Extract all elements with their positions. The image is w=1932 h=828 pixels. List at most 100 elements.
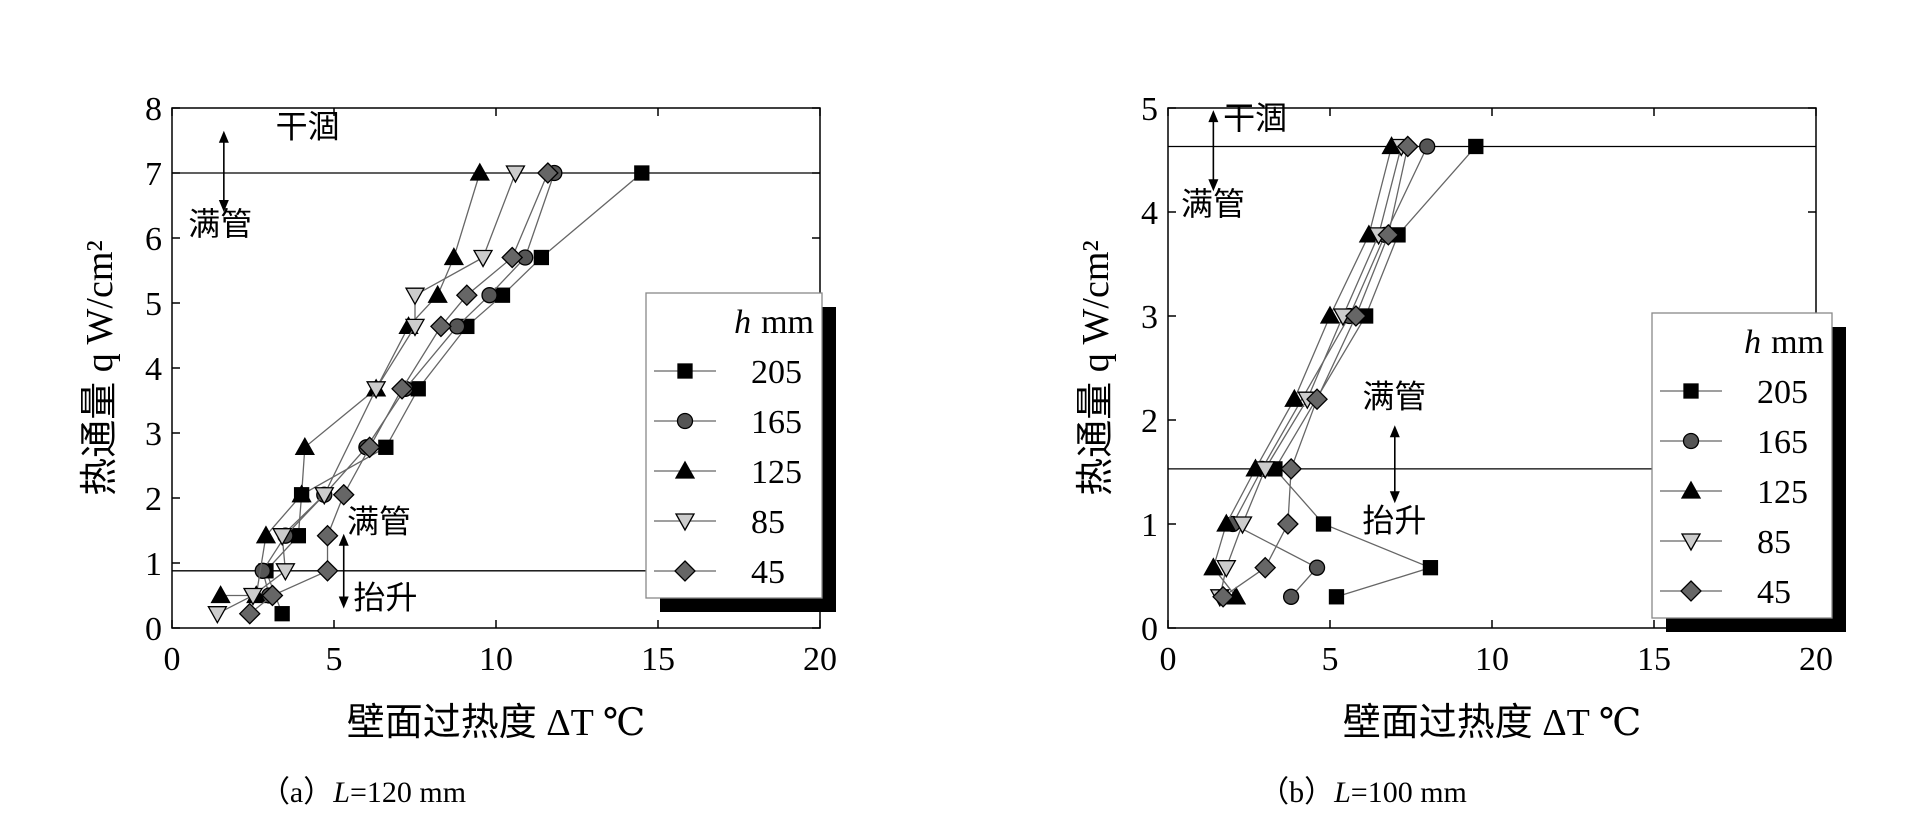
x-axis-label: 壁面过热度 ΔT ℃ bbox=[347, 702, 645, 744]
y-tick-label: 3 bbox=[145, 416, 162, 453]
legend-title: h mm bbox=[734, 304, 814, 341]
legend-item-125: 125 bbox=[1660, 474, 1808, 511]
annotation-label: 抬升 bbox=[353, 580, 417, 616]
x-tick-label: 5 bbox=[326, 641, 343, 678]
data-point bbox=[1328, 589, 1345, 605]
legend-marker bbox=[674, 560, 696, 582]
legend-title-unit: mm bbox=[1771, 324, 1824, 361]
legend-marker bbox=[1680, 480, 1702, 499]
arrow-head-down bbox=[218, 200, 229, 212]
series-line bbox=[265, 172, 643, 614]
legend-marker bbox=[1680, 533, 1702, 552]
series-line bbox=[1212, 146, 1393, 598]
data-point bbox=[1396, 135, 1419, 158]
series-85 bbox=[207, 165, 526, 625]
y-tick-label: 6 bbox=[145, 221, 162, 258]
legend-marker bbox=[1680, 580, 1702, 602]
data-point bbox=[1377, 223, 1400, 246]
annotation-label: 干涸 bbox=[1223, 100, 1287, 136]
caption-prefix: （a） bbox=[260, 776, 333, 809]
data-point bbox=[472, 249, 494, 268]
y-tick-label: 1 bbox=[1141, 507, 1158, 544]
data-point bbox=[254, 562, 271, 579]
arrow-head-up bbox=[1208, 110, 1219, 123]
series-45 bbox=[238, 162, 559, 625]
data-point bbox=[316, 559, 339, 582]
y-tick-label: 5 bbox=[145, 286, 162, 323]
legend-label: 85 bbox=[1757, 524, 1791, 561]
x-tick-label: 0 bbox=[1160, 641, 1177, 678]
arrow-head-down bbox=[1389, 491, 1400, 504]
caption-variable: L bbox=[332, 776, 350, 809]
legend-item-205: 205 bbox=[1660, 374, 1808, 411]
data-point bbox=[316, 524, 339, 547]
legend-label: 125 bbox=[751, 454, 802, 491]
data-point bbox=[242, 587, 264, 606]
x-tick-label: 15 bbox=[641, 641, 675, 678]
panel-caption: （b）L=100 mm bbox=[1259, 776, 1467, 809]
data-point bbox=[1306, 388, 1328, 411]
series-line bbox=[1222, 146, 1409, 598]
data-point bbox=[238, 602, 261, 625]
data-point bbox=[505, 165, 526, 184]
x-tick-label: 10 bbox=[479, 641, 513, 678]
legend-title-variable: h bbox=[734, 304, 751, 341]
legend: h mm 205 165 125 85 45 bbox=[645, 292, 836, 612]
y-tick-label: 0 bbox=[145, 611, 162, 648]
legend-item-165: 165 bbox=[654, 404, 802, 441]
legend-label: 85 bbox=[751, 504, 785, 541]
data-point bbox=[536, 162, 559, 184]
legend-title-variable: h bbox=[1744, 324, 1761, 361]
data-point bbox=[455, 284, 478, 307]
data-point bbox=[1282, 588, 1300, 605]
data-point bbox=[1216, 560, 1237, 579]
legend-label: 45 bbox=[751, 554, 785, 591]
data-point bbox=[207, 606, 228, 625]
annotation-label: 满管 bbox=[1181, 186, 1245, 222]
data-point bbox=[1422, 560, 1439, 576]
data-point bbox=[391, 377, 413, 400]
arrow-head-down bbox=[1208, 179, 1219, 192]
data-point bbox=[469, 162, 490, 181]
annotation-label: 抬升 bbox=[1362, 502, 1426, 538]
legend-item-45: 45 bbox=[654, 554, 785, 591]
y-tick-label: 5 bbox=[1141, 91, 1158, 128]
data-point bbox=[1284, 388, 1305, 407]
data-point bbox=[294, 436, 315, 455]
data-point bbox=[501, 246, 524, 269]
legend-label: 205 bbox=[1757, 374, 1808, 411]
legend-item-85: 85 bbox=[1660, 524, 1791, 561]
legend-item-205: 205 bbox=[654, 354, 802, 391]
data-point bbox=[314, 487, 335, 506]
data-point bbox=[1255, 461, 1276, 480]
data-point bbox=[1280, 457, 1303, 480]
legend-box bbox=[645, 292, 823, 599]
legend-label: 165 bbox=[1757, 424, 1808, 461]
data-point bbox=[1315, 516, 1332, 532]
x-axis-label: 壁面过热度 ΔT ℃ bbox=[1343, 702, 1641, 744]
data-point bbox=[291, 484, 312, 503]
y-tick-label: 0 bbox=[1141, 611, 1158, 648]
data-point bbox=[1345, 305, 1367, 327]
arrow-head-up bbox=[1389, 425, 1400, 438]
data-point bbox=[1276, 513, 1299, 535]
y-tick-label: 8 bbox=[145, 91, 162, 128]
data-point bbox=[404, 287, 426, 306]
data-point bbox=[427, 284, 448, 303]
legend-item-85: 85 bbox=[654, 504, 785, 541]
legend-label: 205 bbox=[751, 354, 802, 391]
arrow-head-down bbox=[338, 596, 349, 609]
series-line bbox=[217, 172, 517, 615]
legend-title: h mm bbox=[1744, 324, 1824, 361]
legend-item-45: 45 bbox=[1660, 574, 1791, 611]
x-tick-label: 0 bbox=[164, 641, 181, 678]
y-tick-label: 4 bbox=[1141, 195, 1158, 232]
annotation-label: 满管 bbox=[188, 206, 252, 242]
arrow-lift bbox=[1389, 425, 1400, 504]
data-point bbox=[1212, 585, 1234, 608]
data-point bbox=[261, 584, 284, 607]
series-125 bbox=[1203, 136, 1402, 605]
